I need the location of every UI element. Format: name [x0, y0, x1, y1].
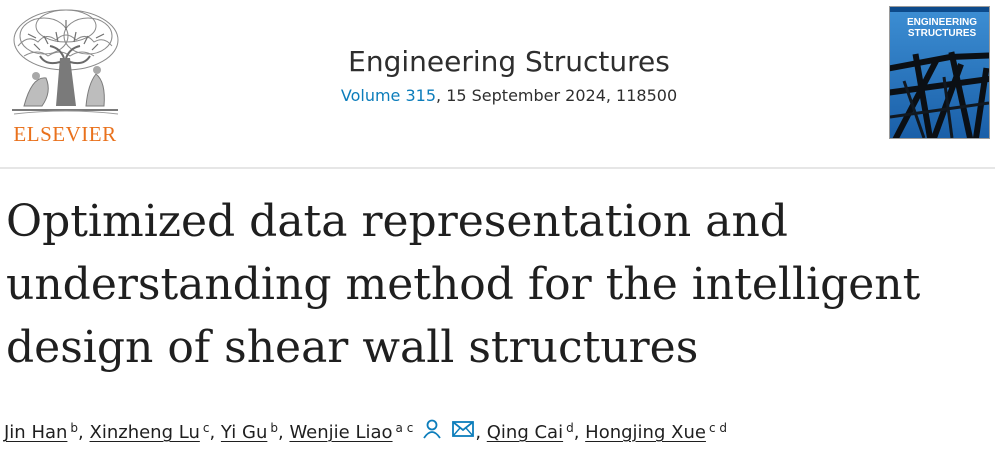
author-list: Jin Han b, Xinzheng Lu c, Yi Gu b, Wenjie L…: [4, 414, 989, 449]
article-title: Optimized data representation and unders…: [6, 196, 921, 373]
author-affiliation: d: [566, 421, 574, 435]
person-icon[interactable]: [421, 418, 443, 449]
journal-info: Engineering Structures Volume 315, 15 Se…: [300, 44, 718, 106]
author-separator: ,: [277, 422, 290, 443]
cover-title-line-1: ENGINEERING: [906, 17, 977, 28]
author-separator: ,: [78, 422, 90, 443]
volume-link[interactable]: Volume 315: [340, 86, 437, 105]
author-affiliation: b: [70, 421, 79, 435]
author-separator: ,: [475, 422, 487, 443]
header-divider: [0, 167, 995, 169]
author-affiliation: c d: [708, 421, 727, 435]
author-link[interactable]: Qing Cai: [486, 422, 564, 443]
author-link[interactable]: Xinzheng Lu: [89, 422, 200, 443]
author-separator: ,: [209, 422, 221, 443]
author-link[interactable]: Jin Han: [4, 422, 68, 443]
elsevier-wordmark: ELSEVIER: [13, 122, 117, 146]
author-affiliation: c: [202, 421, 210, 435]
journal-cover-image[interactable]: ENGINEERING STRUCTURES: [889, 6, 990, 139]
issue-details: , 15 September 2024, 118500: [436, 86, 678, 105]
cover-photo: [890, 7, 989, 138]
elsevier-logo[interactable]: ELSEVIER: [4, 6, 126, 146]
author-link[interactable]: Hongjing Xue: [585, 422, 706, 443]
cover-journal-title: ENGINEERING STRUCTURES: [902, 17, 982, 39]
author-affiliation: b: [270, 421, 278, 435]
journal-issue-line: Volume 315, 15 September 2024, 118500: [300, 86, 718, 106]
elsevier-tree-emblem: [4, 6, 126, 118]
envelope-icon[interactable]: [451, 419, 475, 448]
journal-title-link[interactable]: Engineering Structures: [348, 45, 670, 78]
author-link[interactable]: Wenjie Liao: [289, 422, 393, 443]
author-affiliation: a c: [395, 421, 414, 435]
article-header: ELSEVIER Engineering Structures Volume 3…: [0, 0, 995, 170]
author-link[interactable]: Yi Gu: [220, 422, 268, 443]
author-separator: ,: [573, 422, 586, 443]
cover-title-line-2: STRUCTURES: [907, 28, 977, 39]
